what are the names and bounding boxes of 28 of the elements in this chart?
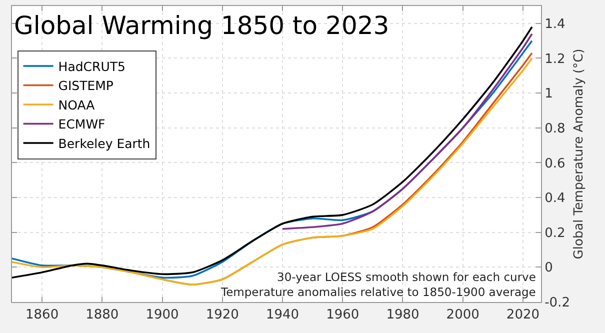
x-tick-label: 1960: [326, 308, 360, 323]
y-tick-label: 0: [544, 260, 553, 276]
y-tick-label: 0.2: [544, 226, 566, 241]
line-series: [282, 32, 533, 230]
y-tick-label: -0.2: [544, 296, 570, 311]
y-tick-label: 0.4: [544, 191, 566, 206]
annotation: 30-year LOESS smooth shown for each curve: [277, 270, 536, 284]
y-tick-label: 0.8: [544, 121, 566, 136]
legend-label: Berkeley Earth: [58, 136, 150, 151]
x-tick-label: 1940: [266, 308, 300, 323]
chart-title: Global Warming 1850 to 2023: [14, 11, 390, 40]
annotation: Temperature anomalies relative to 1850-1900 average: [220, 285, 536, 299]
legend-label: NOAA: [58, 97, 96, 112]
x-tick-label: 1860: [26, 308, 59, 323]
y-axis-title: Global Temperature Anomaly (°C): [570, 48, 586, 260]
y-tick-label: 1.4: [544, 16, 566, 32]
x-tick-label: 1920: [206, 308, 239, 323]
legend-label: ECMWF: [58, 116, 106, 132]
legend-label: GISTEMP: [58, 78, 114, 94]
x-tick-label: 1980: [386, 308, 420, 323]
x-tick-label: 1900: [146, 308, 179, 323]
x-tick-label: 1880: [86, 308, 119, 323]
x-tick-label: 2000: [446, 308, 480, 323]
y-tick-label: 1: [544, 86, 553, 102]
y-tick-label: 0.6: [544, 156, 566, 172]
legend-label: HadCRUT5: [58, 58, 126, 74]
x-tick-label: 2020: [506, 308, 540, 323]
y-tick-label: 1.2: [544, 52, 566, 67]
